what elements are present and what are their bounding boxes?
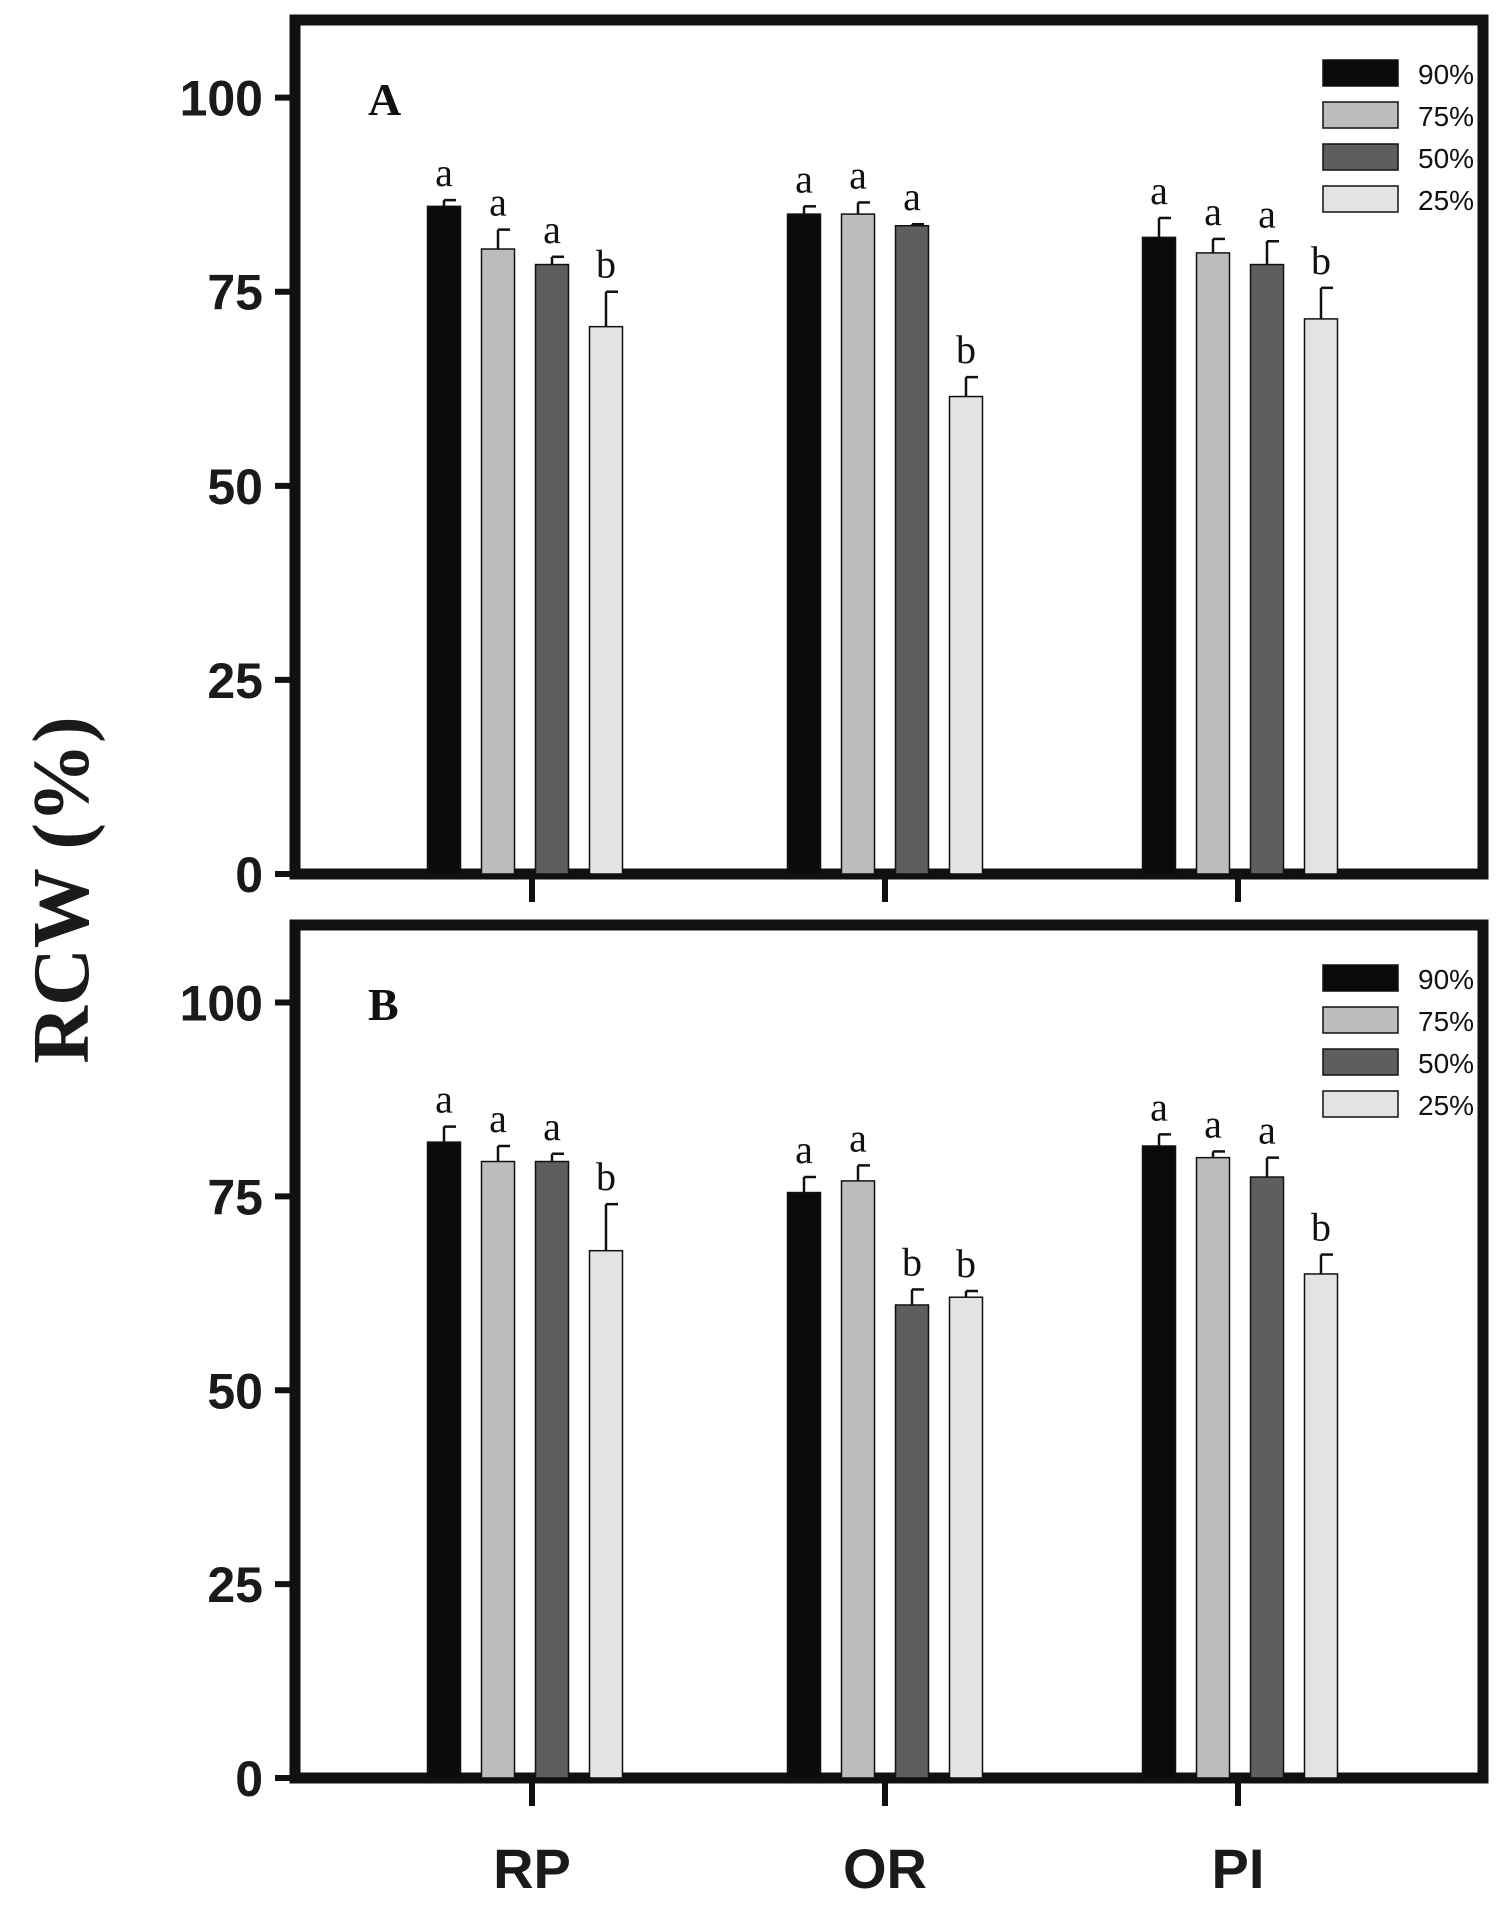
bar-RP-90% <box>426 1141 462 1779</box>
bar-OR-75% <box>840 1180 876 1779</box>
legend-swatch-90% <box>1322 964 1399 992</box>
significance-letter: b <box>1311 238 1331 283</box>
significance-letter: b <box>956 1241 976 1286</box>
bar-RP-50% <box>534 1160 570 1779</box>
significance-letter: a <box>1150 1084 1168 1129</box>
significance-letter: a <box>795 156 813 201</box>
legend-swatch-50% <box>1322 143 1399 171</box>
bar-RP-90% <box>426 205 462 875</box>
bar-OR-90% <box>786 213 822 875</box>
significance-letter: b <box>902 1239 922 1284</box>
panel-frame <box>289 919 1489 1784</box>
legend-label: 25% <box>1418 185 1474 216</box>
significance-letter: a <box>435 150 453 195</box>
panel-letter: B <box>368 979 399 1030</box>
legend-label: 75% <box>1418 1006 1474 1037</box>
legend-label: 25% <box>1418 1090 1474 1121</box>
bar-RP-25% <box>588 1249 624 1779</box>
legend-swatch-75% <box>1322 1006 1399 1034</box>
significance-letter: a <box>489 180 507 225</box>
legend-swatch-75% <box>1322 101 1399 129</box>
legend-label: 50% <box>1418 1048 1474 1079</box>
category-label-PI: PI <box>1212 1837 1265 1900</box>
significance-letter: a <box>1258 191 1276 236</box>
significance-letter: a <box>1204 1101 1222 1146</box>
significance-letter: a <box>435 1077 453 1122</box>
significance-letter: a <box>489 1096 507 1141</box>
bar-OR-25% <box>948 1296 984 1779</box>
significance-letter: a <box>849 1115 867 1160</box>
significance-letter: b <box>596 242 616 287</box>
bar-PI-25% <box>1303 318 1339 875</box>
y-tick-label: 25 <box>207 653 263 709</box>
significance-letter: a <box>795 1127 813 1172</box>
legend-label: 75% <box>1418 101 1474 132</box>
significance-letter: a <box>1150 168 1168 213</box>
legend-swatch-50% <box>1322 1048 1399 1076</box>
category-label-OR: OR <box>843 1837 927 1900</box>
legend-label: 50% <box>1418 143 1474 174</box>
significance-letter: a <box>849 152 867 197</box>
y-tick-label: 0 <box>235 847 263 903</box>
significance-letter: a <box>543 1104 561 1149</box>
y-tick-label: 50 <box>207 1363 263 1419</box>
bar-RP-50% <box>534 263 570 875</box>
significance-letter: b <box>596 1154 616 1199</box>
bar-RP-75% <box>480 1160 516 1779</box>
y-tick-label: 25 <box>207 1557 263 1613</box>
y-tick-label: 0 <box>235 1751 263 1807</box>
legend-swatch-25% <box>1322 185 1399 213</box>
bar-OR-75% <box>840 213 876 875</box>
significance-letter: a <box>903 174 921 219</box>
bar-OR-25% <box>948 395 984 875</box>
bar-RP-75% <box>480 248 516 875</box>
significance-letter: b <box>956 327 976 372</box>
panel-frame <box>289 14 1489 880</box>
bar-PI-90% <box>1141 236 1177 875</box>
y-tick-label: 75 <box>207 265 263 321</box>
bar-RP-25% <box>588 325 624 875</box>
significance-letter: a <box>1258 1108 1276 1153</box>
category-label-RP: RP <box>493 1837 571 1900</box>
y-tick-label: 100 <box>180 71 263 127</box>
panel-letter: A <box>368 74 401 125</box>
bar-PI-50% <box>1249 1176 1285 1779</box>
significance-letter: a <box>1204 189 1222 234</box>
bar-PI-75% <box>1195 1156 1231 1779</box>
bar-OR-50% <box>894 224 930 875</box>
legend-swatch-25% <box>1322 1090 1399 1118</box>
legend-label: 90% <box>1418 964 1474 995</box>
y-tick-label: 100 <box>180 976 263 1032</box>
significance-letter: a <box>543 207 561 252</box>
legend-swatch-90% <box>1322 59 1399 87</box>
significance-letter: b <box>1311 1205 1331 1250</box>
bar-PI-50% <box>1249 263 1285 875</box>
y-axis-label: RCW (%) <box>18 716 106 1063</box>
bar-OR-50% <box>894 1304 930 1779</box>
bar-PI-75% <box>1195 252 1231 875</box>
y-tick-label: 50 <box>207 459 263 515</box>
bar-PI-90% <box>1141 1145 1177 1779</box>
bar-OR-90% <box>786 1191 822 1779</box>
bar-PI-25% <box>1303 1273 1339 1779</box>
legend-label: 90% <box>1418 59 1474 90</box>
y-tick-label: 75 <box>207 1169 263 1225</box>
